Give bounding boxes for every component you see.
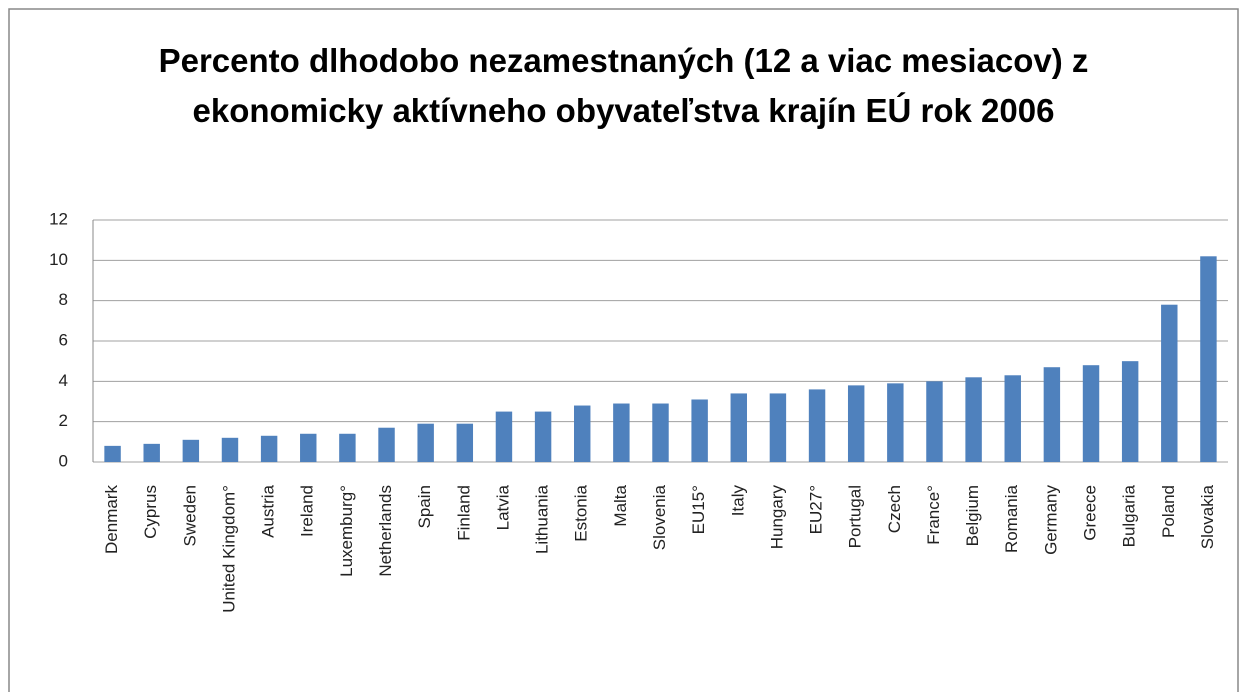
bar: [808, 389, 826, 462]
x-tick-label: Estonia: [572, 484, 591, 541]
bar: [769, 393, 787, 462]
bar: [378, 427, 395, 462]
bar: [847, 385, 865, 462]
x-tick-label: Czech: [885, 485, 904, 533]
x-tick-label: Italy: [728, 485, 747, 517]
bar: [456, 423, 474, 462]
bar: [260, 435, 278, 462]
x-tick-label: Cyprus: [141, 485, 160, 539]
x-tick-label: Belgium: [963, 485, 982, 546]
y-tick-label: 8: [59, 290, 68, 309]
bar: [730, 393, 747, 462]
x-tick-label: France°: [924, 485, 943, 545]
bar: [691, 399, 708, 462]
bar: [613, 403, 630, 462]
bar: [495, 411, 513, 462]
bar: [1161, 304, 1178, 462]
bar: [182, 439, 200, 462]
x-tick-label: Slovakia: [1198, 484, 1217, 549]
bar: [339, 433, 356, 462]
x-tick-label: Netherlands: [376, 485, 395, 577]
x-tick-label: Austria: [259, 484, 278, 537]
x-tick-label: Portugal: [846, 485, 865, 548]
bar: [417, 423, 434, 462]
x-tick-label: Ireland: [298, 485, 317, 537]
x-tick-label: United Kingdom°: [219, 485, 238, 613]
bar: [926, 381, 943, 462]
bar: [1043, 367, 1061, 462]
x-tick-label: Germany: [1041, 485, 1060, 555]
bar: [1082, 365, 1100, 462]
x-tick-label: Luxemburg°: [337, 485, 356, 577]
bar: [143, 443, 160, 462]
x-tick-label: Denmark: [102, 485, 121, 554]
bar: [652, 403, 669, 462]
y-tick-label: 2: [59, 411, 68, 430]
chart-title: Percento dlhodobo nezamestnaných (12 a v…: [158, 42, 1089, 129]
y-tick-label: 12: [49, 209, 68, 228]
bar: [574, 405, 591, 462]
x-tick-label: Lithuania: [533, 484, 552, 554]
bar: [104, 445, 121, 462]
bar: [887, 383, 904, 462]
x-tick-label: Romania: [1002, 484, 1021, 553]
bar: [1004, 375, 1021, 462]
bar: [1121, 361, 1139, 462]
y-tick-label: 4: [59, 371, 68, 390]
x-tick-label: Bulgaria: [1120, 484, 1139, 547]
x-tick-label: Greece: [1081, 485, 1100, 541]
x-tick-label: Malta: [611, 484, 630, 526]
x-tick-label: Poland: [1159, 485, 1178, 538]
bar: [1200, 256, 1217, 462]
y-tick-label: 10: [49, 250, 68, 269]
x-tick-label: EU27°: [807, 485, 826, 534]
x-tick-label: Spain: [415, 485, 434, 528]
x-tick-label: Finland: [454, 485, 473, 541]
x-tick-label: EU15°: [689, 485, 708, 534]
bar: [534, 411, 552, 462]
y-tick-label: 6: [59, 330, 68, 349]
bar: [300, 433, 317, 462]
x-tick-label: Sweden: [180, 485, 199, 546]
bar: [221, 437, 239, 462]
y-tick-label: 0: [59, 451, 68, 470]
title-box: Percento dlhodobo nezamestnaných (12 a v…: [0, 36, 1247, 136]
chart-frame: [8, 8, 1239, 692]
x-tick-label: Slovenia: [650, 484, 669, 550]
x-tick-label: Hungary: [767, 485, 786, 550]
x-tick-label: Latvia: [493, 484, 512, 530]
bar: [965, 377, 982, 462]
